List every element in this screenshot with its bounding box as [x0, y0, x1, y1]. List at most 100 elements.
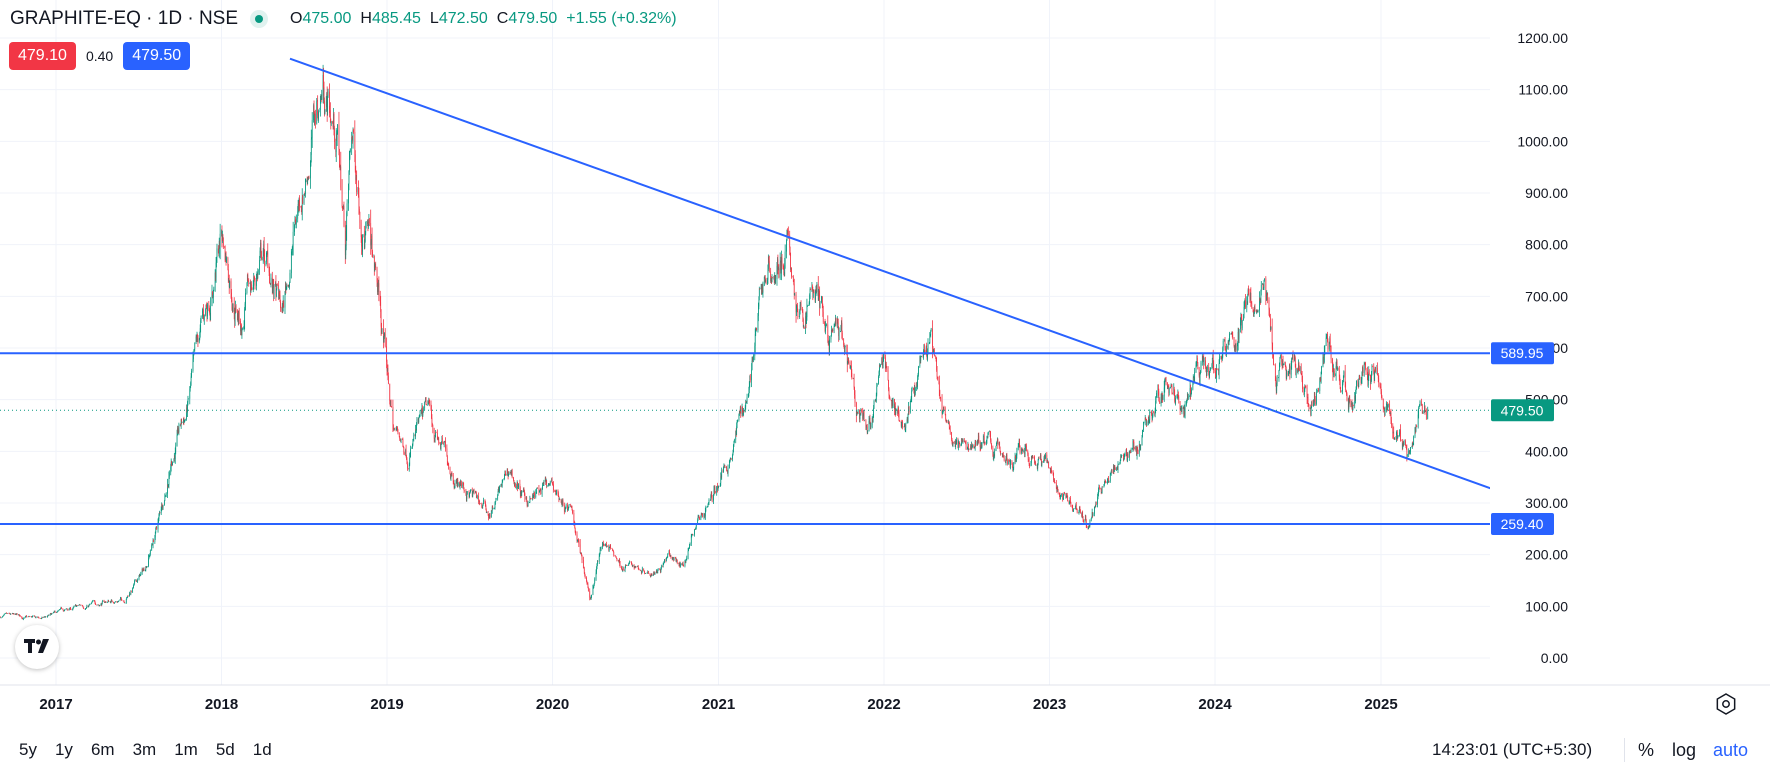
- change-value: +1.55 (+0.32%): [566, 10, 677, 27]
- candle-body: [1330, 350, 1332, 360]
- candle-body: [1186, 401, 1187, 405]
- candle-body: [308, 177, 310, 179]
- candle-body: [372, 251, 373, 257]
- candle-body: [497, 494, 499, 499]
- candle-body: [753, 355, 754, 360]
- range-5y-button[interactable]: 5y: [19, 740, 37, 759]
- candle-body: [224, 246, 226, 248]
- candle-body: [1148, 418, 1150, 423]
- candle-body: [94, 601, 96, 604]
- candle-body: [882, 364, 884, 369]
- candle-body: [1389, 411, 1391, 414]
- log-scale-toggle[interactable]: log: [1672, 740, 1697, 760]
- candle-body: [1184, 404, 1186, 414]
- candle-body: [884, 353, 886, 358]
- candle-body: [13, 613, 14, 614]
- candle-body: [751, 369, 752, 381]
- clock-timezone[interactable]: 14:23:01 (UTC+5:30): [1432, 740, 1593, 759]
- candle-body: [954, 441, 956, 443]
- candle-body: [1133, 441, 1135, 448]
- candle-body: [30, 616, 32, 617]
- candle-body: [1194, 372, 1195, 381]
- candle-body: [215, 262, 217, 278]
- candle-body: [943, 407, 944, 410]
- candle-body: [815, 286, 817, 292]
- range-1y-button[interactable]: 1y: [54, 740, 73, 759]
- candle-body: [3, 615, 4, 617]
- candle-body: [222, 234, 224, 238]
- candle-body: [492, 508, 494, 510]
- candle-body: [727, 471, 728, 474]
- candle-body: [99, 605, 100, 607]
- candle-body: [1172, 392, 1173, 394]
- candle-body: [250, 283, 251, 292]
- candle-body: [506, 470, 508, 475]
- candle-body: [551, 479, 553, 483]
- candle-body: [1092, 512, 1093, 516]
- percent-scale-toggle[interactable]: %: [1638, 740, 1655, 760]
- candle-body: [618, 560, 620, 562]
- candle-body: [285, 285, 287, 290]
- candle-body: [1241, 320, 1243, 329]
- candle-body: [735, 430, 737, 440]
- tradingview-logo-icon[interactable]: [15, 625, 59, 669]
- candle-body: [406, 459, 408, 464]
- time-axis[interactable]: 2017 2018 2019 2020 2021 2022 2023 2024 2025: [39, 696, 1397, 713]
- bottom-toolbar: 5y 1y 6m 3m 1m 5d 1d 14:23:01 (UTC+5:30)…: [0, 736, 1770, 766]
- candle-body: [529, 502, 530, 503]
- settings-icon[interactable]: [1714, 692, 1738, 716]
- candle-body: [254, 278, 255, 280]
- range-5d-button[interactable]: 5d: [215, 740, 235, 759]
- candle-body: [581, 555, 583, 560]
- candle-body: [485, 505, 487, 511]
- candle-body: [1348, 401, 1350, 410]
- candle-body: [1135, 447, 1137, 453]
- candle-body: [904, 427, 906, 430]
- candle-body: [1062, 493, 1064, 499]
- candle-body: [885, 363, 887, 367]
- candle-body: [302, 197, 304, 204]
- sell-button[interactable]: 479.10: [9, 42, 76, 70]
- low-label: L: [429, 10, 439, 27]
- price-axis[interactable]: 0.00100.00200.00300.00400.00500.00600.00…: [1517, 30, 1568, 666]
- candle-body: [378, 283, 379, 287]
- candle-body: [824, 323, 826, 332]
- range-6m-button[interactable]: 6m: [90, 740, 115, 759]
- candle-body: [647, 571, 649, 572]
- candle-body: [1168, 386, 1170, 394]
- candle-body: [510, 472, 511, 474]
- candle-body: [1015, 456, 1016, 458]
- candle-body: [717, 486, 718, 491]
- candle-body: [1140, 445, 1142, 450]
- candle-body: [635, 566, 636, 568]
- candle-body: [319, 109, 321, 112]
- candle-body: [28, 616, 30, 617]
- candle-body: [968, 448, 970, 450]
- symbol-title[interactable]: GRAPHITE-EQ · 1D · NSE: [10, 8, 239, 29]
- candle-body: [1354, 395, 1356, 401]
- candle-body: [989, 430, 991, 435]
- candle-body: [202, 309, 204, 312]
- candle-body: [1205, 360, 1206, 367]
- candle-body: [300, 207, 302, 210]
- range-1d-button[interactable]: 1d: [252, 740, 272, 759]
- candle-body: [310, 154, 312, 166]
- candle-body: [1084, 519, 1086, 523]
- candle-body: [66, 608, 68, 610]
- candle-body: [1370, 380, 1372, 384]
- candle-body: [231, 292, 232, 300]
- candle-body: [1333, 368, 1335, 372]
- candle-body: [790, 267, 792, 270]
- buy-button[interactable]: 479.50: [123, 42, 191, 70]
- candle-body: [120, 597, 122, 599]
- candle-body: [292, 231, 294, 247]
- range-1m-button[interactable]: 1m: [174, 740, 198, 759]
- candle-body: [574, 522, 576, 528]
- range-3m-button[interactable]: 3m: [132, 740, 157, 759]
- auto-scale-toggle[interactable]: auto: [1713, 740, 1749, 760]
- candle-body: [529, 498, 531, 503]
- candle-body: [1274, 365, 1276, 377]
- candle-body: [981, 442, 983, 447]
- candle-body: [761, 286, 763, 295]
